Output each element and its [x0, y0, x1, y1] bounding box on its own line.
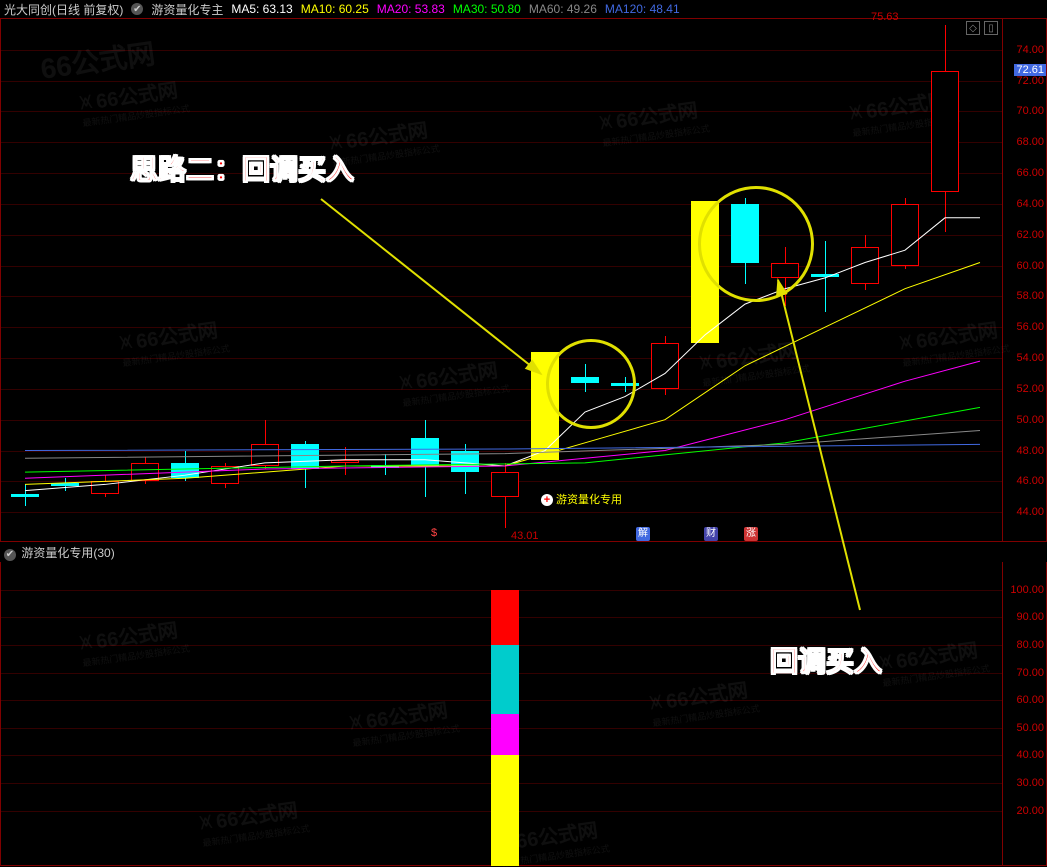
highlight-circle: [698, 186, 814, 302]
axis-tick-label: 20.00: [1016, 805, 1044, 817]
diamond-icon[interactable]: ◇: [966, 21, 980, 35]
ma-value: MA120: 48.41: [605, 2, 680, 16]
highlight-circle: [546, 339, 636, 429]
indicator-bar-segment: [491, 714, 519, 755]
box-icon[interactable]: ▯: [984, 21, 998, 35]
stock-title: 光大同创(日线 前复权): [4, 1, 123, 18]
root: 66公式网 光大同创(日线 前复权) ✔ 游资量化专主 MA5: 63.13MA…: [0, 0, 1047, 867]
axis-tick-label: 62.00: [1016, 229, 1044, 241]
axis-tick-label: 72.00: [1016, 75, 1044, 87]
annotation-strategy-title: 思路二：回调买入: [130, 148, 354, 188]
axis-tick-label: 68.00: [1016, 136, 1044, 148]
axis-tick-label: 48.00: [1016, 445, 1044, 457]
axis-tick-label: 40.00: [1016, 749, 1044, 761]
axis-tick-label: 90.00: [1016, 611, 1044, 623]
ma-line: [25, 361, 980, 478]
annotation-arrow: [321, 199, 541, 374]
ma-value: MA20: 53.83: [377, 2, 445, 16]
axis-tick-label: 66.00: [1016, 167, 1044, 179]
ma-value: MA30: 50.80: [453, 2, 521, 16]
ma-line: [25, 407, 980, 472]
axis-tick-label: 44.00: [1016, 506, 1044, 518]
ma-line: [25, 444, 980, 450]
indicator-name: 游资量化专主: [151, 1, 223, 18]
ma-values: MA5: 63.13 MA10: 60.25 MA20: 53.83 MA30: 50…: [231, 2, 687, 16]
ma-line: [25, 430, 980, 458]
axis-tick-label: 30.00: [1016, 777, 1044, 789]
event-marker[interactable]: 解: [636, 527, 650, 541]
chart-tools: ◇ ▯: [966, 21, 998, 35]
signal-label: + 游资量化专用: [541, 491, 622, 507]
axis-tick-label: 80.00: [1016, 639, 1044, 651]
ma-value: MA5: 63.13: [231, 2, 292, 16]
axis-tick-label: 100.00: [1010, 584, 1044, 596]
indicator-bar-segment: [491, 755, 519, 866]
indicator-axis: 20.00 30.00 40.00 50.00 60.00 70.00 80.00 90.00…: [1003, 562, 1047, 866]
axis-tick-label: 74.00: [1016, 44, 1044, 56]
axis-tick-label: 70.00: [1016, 667, 1044, 679]
badge-icon: ✔: [4, 549, 16, 561]
axis-tick-label: 50.00: [1016, 722, 1044, 734]
price-axis: 44.00 46.00 48.00 50.00 52.00 54.00 56.00 58.00…: [1003, 18, 1047, 542]
ma-value: MA60: 49.26: [529, 2, 597, 16]
candlestick-chart[interactable]: ◇ ▯ 75.6343.01+ 游资量化专用$解财涨: [0, 18, 1003, 542]
chart-header: 光大同创(日线 前复权) ✔ 游资量化专主 MA5: 63.13 MA10: 60…: [0, 0, 1047, 18]
axis-tick-label: 64.00: [1016, 198, 1044, 210]
sub-indicator-header: ✔ 游资量化专用(30): [0, 542, 1047, 562]
axis-tick-label: 60.00: [1016, 694, 1044, 706]
axis-tick-label: 58.00: [1016, 290, 1044, 302]
event-marker[interactable]: $: [431, 527, 437, 539]
axis-tick-label: 52.00: [1016, 383, 1044, 395]
indicator-bar-segment: [491, 590, 519, 645]
chart-svg: [1, 19, 1004, 543]
axis-tick-label: 56.00: [1016, 321, 1044, 333]
axis-tick-label: 50.00: [1016, 414, 1044, 426]
event-marker[interactable]: 涨: [744, 527, 758, 541]
ma-value: MA10: 60.25: [301, 2, 369, 16]
indicator-chart[interactable]: [0, 562, 1003, 866]
axis-tick-label: 70.00: [1016, 105, 1044, 117]
axis-tick-label: 46.00: [1016, 475, 1044, 487]
current-price-tag: 72.61: [1014, 64, 1046, 76]
axis-tick-label: 54.00: [1016, 352, 1044, 364]
axis-tick-label: 60.00: [1016, 260, 1044, 272]
ma-line: [25, 263, 980, 485]
price-low-label: 43.01: [511, 530, 539, 542]
sub-indicator-name: 游资量化专用(30): [21, 546, 114, 560]
badge-icon: ✔: [131, 3, 143, 15]
indicator-bar-segment: [491, 645, 519, 714]
annotation-callback-buy: 回调买入: [770, 640, 882, 680]
event-marker[interactable]: 财: [704, 527, 718, 541]
